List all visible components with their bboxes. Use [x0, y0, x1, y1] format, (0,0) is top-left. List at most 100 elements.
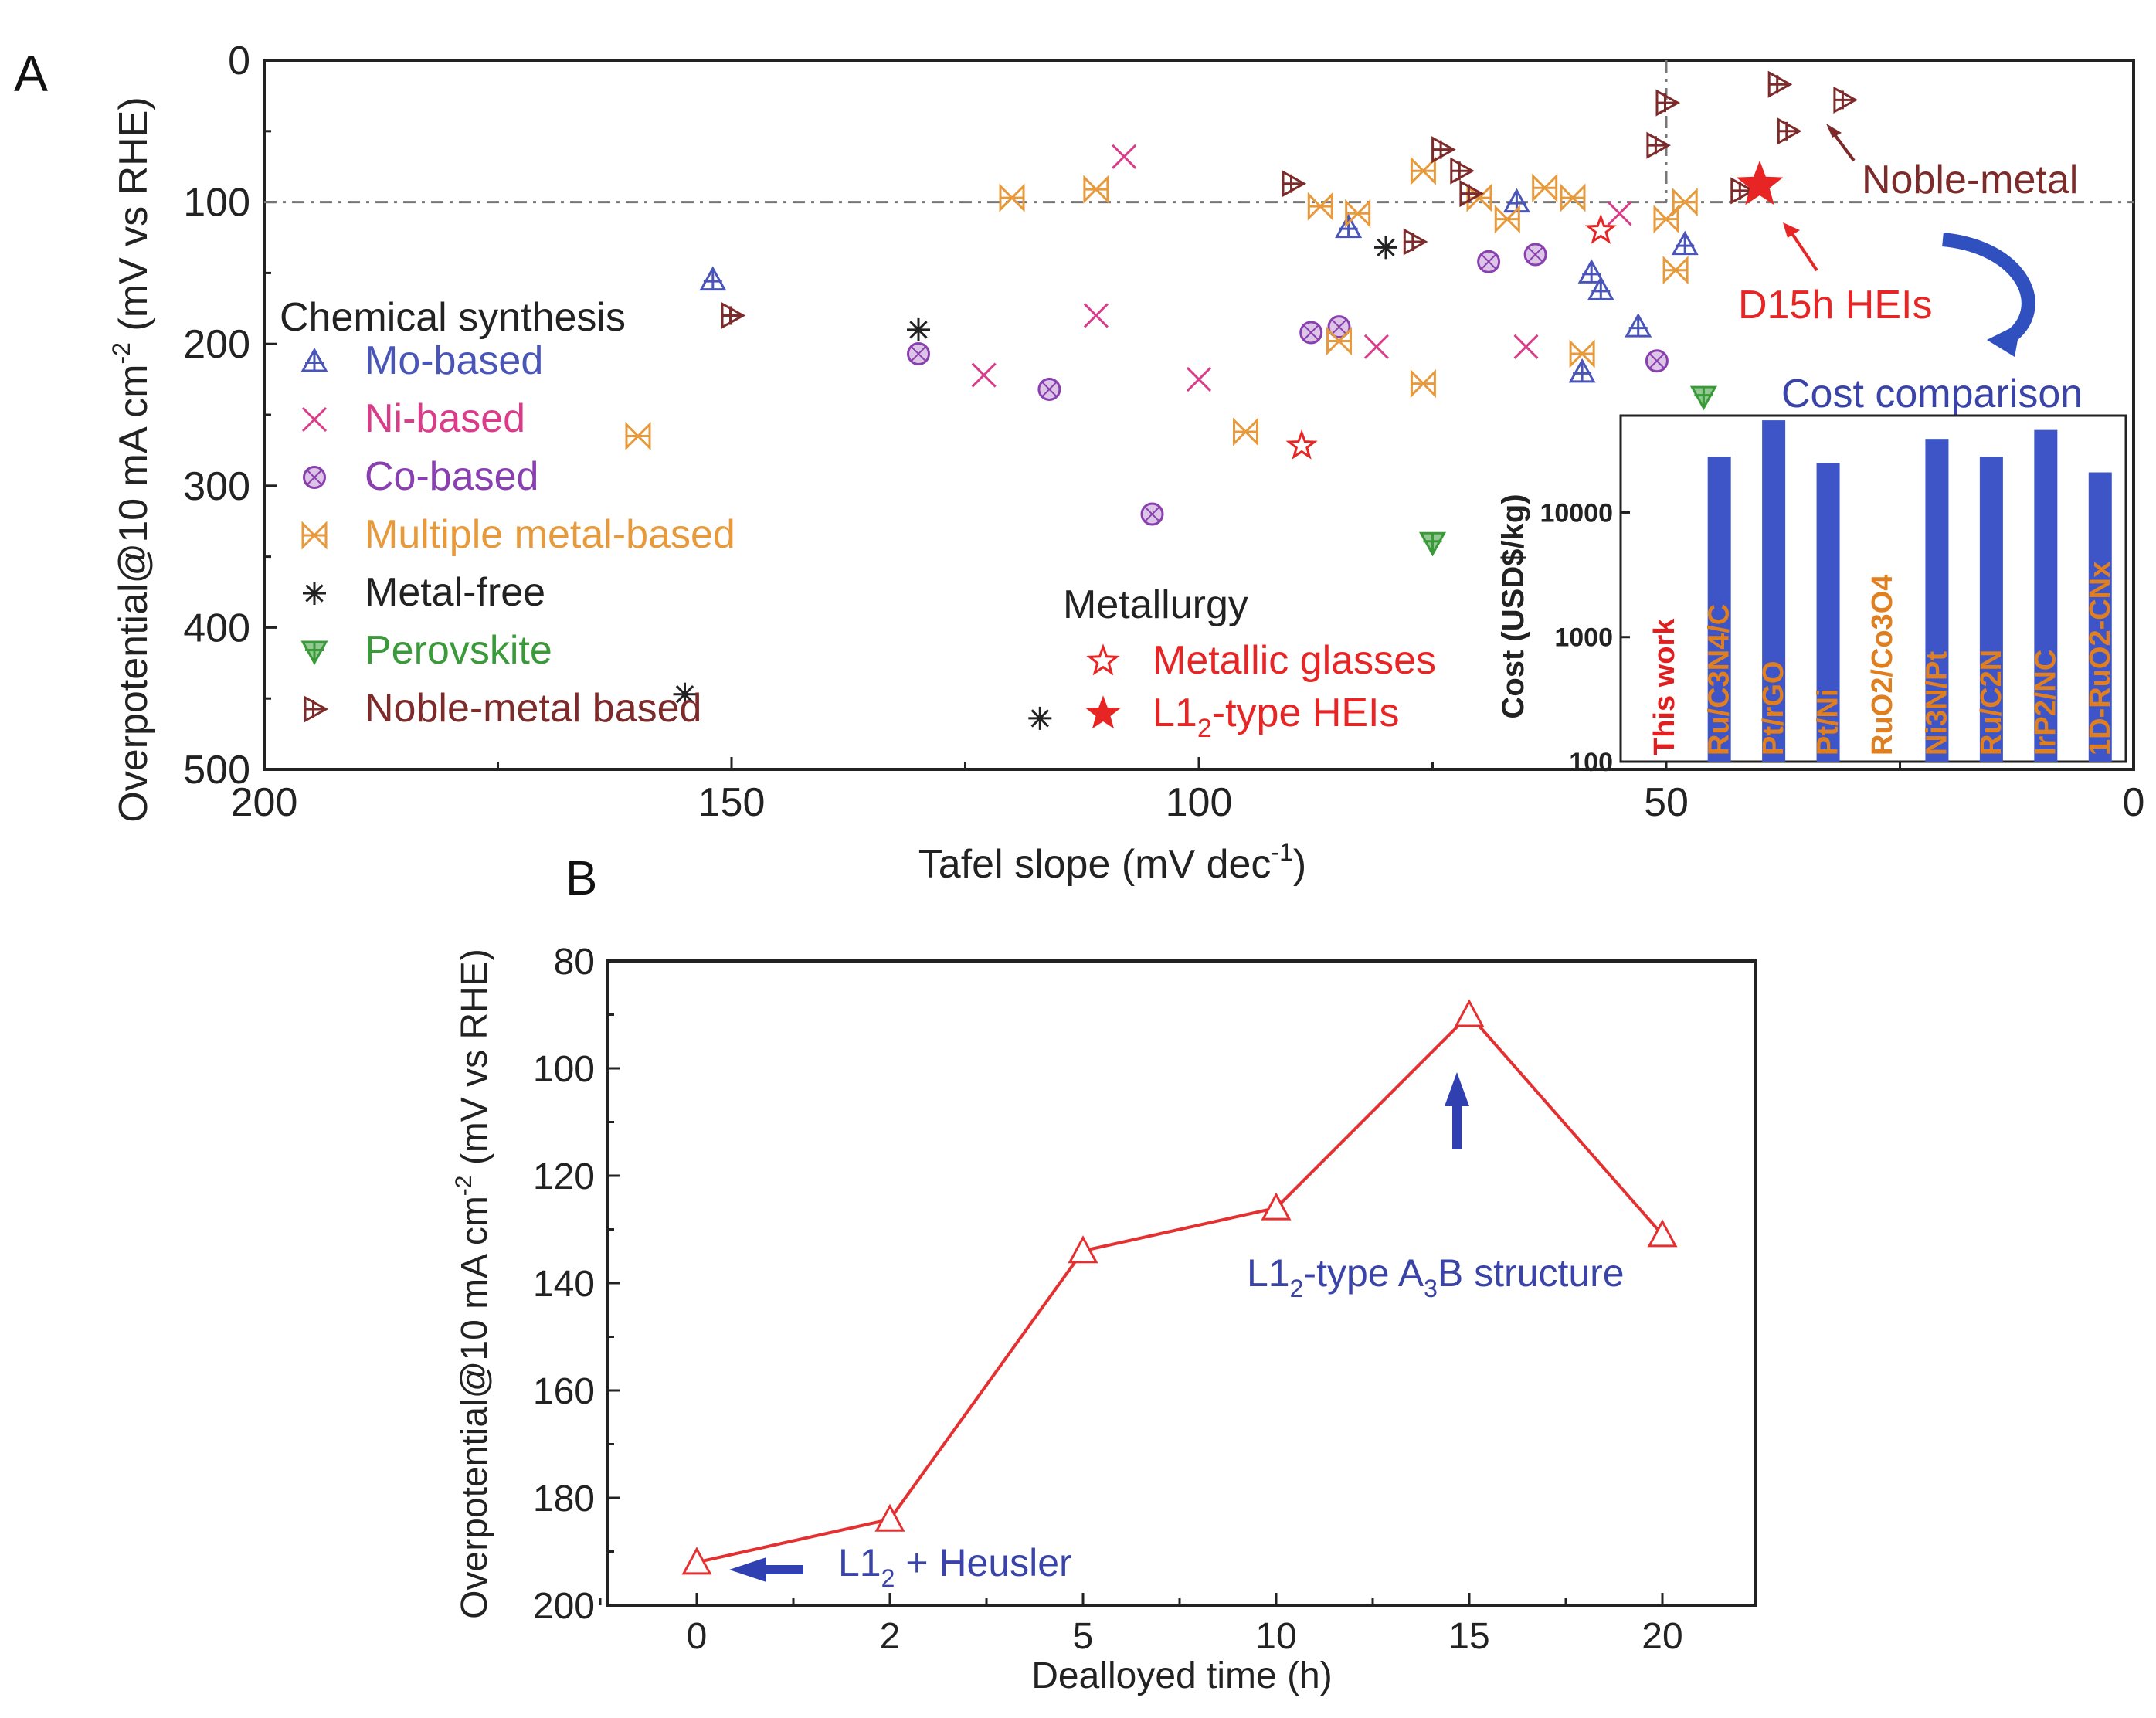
data-point-noble — [1833, 86, 1858, 114]
data-point-co — [1037, 377, 1061, 401]
legend-label-multi: Multiple metal-based — [365, 512, 735, 557]
inset-bar-label: Ru/C3N4/C — [1703, 604, 1736, 755]
panel-b-letter: B — [565, 852, 597, 905]
data-point-perov — [1418, 531, 1447, 557]
data-point-co — [1299, 321, 1323, 345]
legend-marker-ni — [301, 406, 328, 433]
arrowhead-icon — [1987, 323, 2021, 357]
data-point-co — [1327, 315, 1351, 339]
inset-bar-label: Ni3N/Pt — [1920, 651, 1953, 755]
y-tick-label: 80 — [554, 942, 595, 983]
legend-marker-mo — [300, 347, 328, 372]
y-tick-label: 100 — [183, 181, 250, 226]
annotation-l12-a3b-structure: L12-type A3B structure — [1247, 1251, 1625, 1302]
arrowhead-icon — [1783, 222, 1800, 238]
inset-bar — [1925, 439, 1949, 762]
data-point-mo — [1587, 276, 1614, 300]
data-point-multi — [1560, 183, 1586, 212]
data-point-multi — [1326, 326, 1352, 356]
data-point-ni — [971, 362, 997, 388]
data-point-mg — [1285, 429, 1318, 460]
inset-y-tick-label: 1000 — [1554, 623, 1613, 653]
data-point-mo — [1671, 230, 1699, 256]
data-point-noble — [1777, 117, 1802, 145]
data-point-co — [1523, 243, 1547, 267]
panel-b-points — [681, 999, 1678, 1575]
data-point-ni — [1186, 367, 1212, 392]
data-point-free — [907, 317, 930, 341]
data-point — [1647, 1219, 1678, 1248]
curved-arrow-icon — [1942, 233, 2035, 345]
data-point-ni — [1112, 144, 1137, 169]
y-tick-label: 160 — [533, 1371, 595, 1412]
data-point-multi — [1083, 175, 1109, 204]
data-point-noble — [1730, 177, 1755, 205]
data-point-co — [1645, 349, 1669, 373]
data-point — [1068, 1235, 1098, 1264]
data-point-noble — [721, 301, 746, 330]
panel-a-x-axis-label: Tafel slope (mV dec-1) — [918, 838, 1306, 887]
y-tick-label: 200 — [533, 1586, 595, 1627]
annotation-d15h-heis: D15h HEIs — [1738, 283, 1932, 328]
data-point-multi — [1345, 199, 1371, 228]
data-point-multi — [1662, 256, 1689, 285]
arrowhead-icon — [1445, 1072, 1469, 1106]
data-point-multi — [1672, 187, 1698, 217]
legend-marker-co — [303, 466, 326, 489]
y-tick-label: 500 — [183, 748, 250, 793]
data-point-noble — [1459, 180, 1484, 208]
panel-a-legend: Chemical synthesis Mo-based Ni-based Co-ba… — [280, 295, 1436, 743]
data-point-mg — [1584, 213, 1617, 244]
inset-bar — [1979, 457, 2003, 762]
data-point-perov — [1689, 385, 1717, 411]
data-point-co — [1477, 250, 1501, 273]
data-point — [681, 1547, 712, 1575]
inset-bar-label: Pt/rGO — [1757, 661, 1790, 755]
legend-marker-free — [303, 582, 326, 605]
legend-label-mo: Mo-based — [365, 338, 543, 383]
y-tick-label: 400 — [183, 606, 250, 650]
inset-bar-label: Pt/Ni — [1812, 688, 1845, 755]
annotation-l12-heusler: L12 + Heusler — [838, 1541, 1072, 1592]
x-tick-label: 150 — [698, 780, 766, 825]
data-point-noble — [1450, 157, 1475, 185]
legend-marker-perov — [300, 640, 328, 666]
data-point-multi — [1307, 192, 1333, 221]
inset-bar-label: Ru/C2N — [1975, 650, 2008, 755]
panel-b-axes: 0 2 5 10 15 20 80 100 120 140 160 180 200 — [533, 942, 1683, 1657]
arrowhead-icon — [1826, 124, 1842, 138]
y-tick-label: 180 — [533, 1479, 595, 1519]
x-tick-label: 0 — [2123, 780, 2145, 825]
x-tick-label: 15 — [1448, 1616, 1489, 1657]
inset-bar — [1816, 463, 1840, 762]
data-point-multi — [1569, 339, 1595, 368]
data-point-ni — [1083, 303, 1109, 328]
y-tick-label: 200 — [183, 322, 250, 367]
arrowhead-icon — [729, 1557, 766, 1582]
x-tick-label: 5 — [1073, 1616, 1094, 1657]
inset-y-tick-label: 10000 — [1540, 498, 1613, 528]
legend-chemical-entries: Mo-based Ni-based Co-based Multiple metal-b… — [300, 338, 735, 731]
panel-a-y-axis-label: Overpotential@10 mA cm-2 (mV vs RHE) — [107, 97, 156, 822]
inset-y-axis-label: Cost (USD$/kg) — [1496, 494, 1530, 718]
data-point-co — [1140, 502, 1164, 526]
data-point-ni — [1513, 334, 1539, 359]
data-point-mo — [1335, 213, 1363, 239]
data-point-noble — [1282, 170, 1307, 198]
data-point-noble — [1767, 70, 1793, 98]
legend-marker-mg — [1086, 643, 1120, 676]
x-tick-label: 10 — [1255, 1616, 1296, 1657]
inset-y-ticks: 100 1000 10000 — [1540, 498, 1630, 777]
data-point-noble — [1655, 89, 1681, 117]
data-point-multi — [1532, 173, 1558, 202]
cost-inset: Cost (USD$/kg) 100 1000 10000 This work Ru/… — [1496, 414, 2127, 777]
data-point-noble — [1403, 228, 1428, 256]
data-point-ni — [1363, 334, 1389, 359]
inset-bars: This work Ru/C3N4/C Pt/rGO Pt/Ni RuO2/Co3O4 N… — [1648, 420, 2117, 762]
panel-b-y-axis-label: Overpotential@10 mA cm-2 (mV vs RHE) — [451, 949, 495, 1619]
inset-bar — [1707, 457, 1731, 762]
y-tick-label: 300 — [183, 464, 250, 509]
annotation-noble-metal: Noble-metal — [1862, 158, 2078, 202]
data-point-free — [1028, 706, 1052, 730]
